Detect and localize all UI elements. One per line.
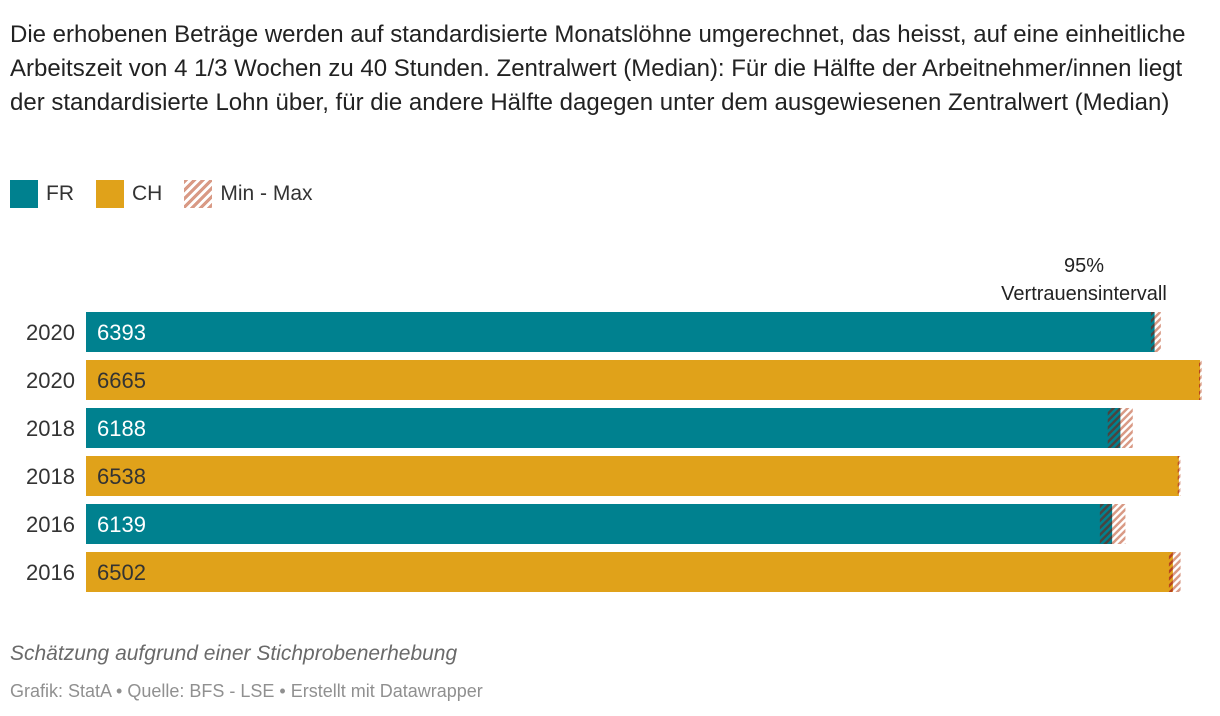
year-label-ch-2016: 2016 bbox=[26, 560, 75, 585]
bar-fr-2018 bbox=[86, 408, 1121, 448]
bar-fr-2016 bbox=[86, 504, 1113, 544]
value-label-fr-2020: 6393 bbox=[97, 320, 146, 345]
ci-lower-fr-2018 bbox=[1107, 408, 1121, 448]
year-label-ch-2020: 2020 bbox=[26, 368, 75, 393]
legend-swatch-fr bbox=[10, 180, 38, 208]
value-label-fr-2016: 6139 bbox=[97, 512, 146, 537]
value-label-ch-2016: 6502 bbox=[97, 560, 146, 585]
bar-ch-2020 bbox=[86, 360, 1201, 400]
legend-label-fr: FR bbox=[46, 182, 74, 205]
credit-text: Grafik: StatA bbox=[10, 681, 112, 701]
year-label-ch-2018: 2018 bbox=[26, 464, 75, 489]
value-label-ch-2018: 6538 bbox=[97, 464, 146, 489]
separator-2: • bbox=[274, 681, 291, 701]
legend-swatch-minmax bbox=[184, 180, 213, 208]
ci-annotation-line2: Vertrauensintervall bbox=[1001, 283, 1167, 305]
bar-ch-2018 bbox=[86, 456, 1179, 496]
legend: FR CH Min - Max bbox=[10, 178, 335, 210]
footnote: Schätzung aufgrund einer Stichprobenerhe… bbox=[10, 642, 458, 665]
ci-upper-fr-2016 bbox=[1112, 504, 1126, 544]
ci-lower-fr-2016 bbox=[1099, 504, 1113, 544]
legend-item-fr: FR bbox=[10, 180, 74, 208]
legend-item-ch: CH bbox=[96, 180, 162, 208]
source-line: Grafik: StatA • Quelle: BFS - LSE • Erst… bbox=[10, 681, 483, 702]
datawrapper-text: Erstellt mit Datawrapper bbox=[290, 681, 483, 701]
value-label-fr-2018: 6188 bbox=[97, 416, 146, 441]
ci-upper-ch-2020 bbox=[1200, 360, 1202, 400]
ci-upper-ch-2016 bbox=[1172, 552, 1181, 592]
year-label-fr-2016: 2016 bbox=[26, 512, 75, 537]
value-label-ch-2020: 6665 bbox=[97, 368, 146, 393]
legend-item-minmax: Min - Max bbox=[184, 180, 313, 208]
separator-1: • bbox=[111, 681, 128, 701]
chart-description: Die erhobenen Beträge werden auf standar… bbox=[10, 21, 1186, 116]
source-text: Quelle: BFS - LSE bbox=[127, 681, 275, 701]
year-label-fr-2018: 2018 bbox=[26, 416, 75, 441]
ci-annotation-line1: 95% bbox=[1064, 255, 1104, 277]
bar-chart: 95% Vertrauensintervall 2020 6393 2020 6665… bbox=[26, 255, 1202, 592]
ci-lower-ch-2018 bbox=[1177, 456, 1179, 496]
legend-swatch-ch bbox=[96, 180, 124, 208]
ci-upper-fr-2020 bbox=[1154, 312, 1161, 352]
legend-label-ch: CH bbox=[132, 182, 163, 205]
ci-upper-ch-2018 bbox=[1178, 456, 1181, 496]
ci-lower-ch-2020 bbox=[1198, 360, 1201, 400]
bar-fr-2020 bbox=[86, 312, 1155, 352]
ci-upper-fr-2018 bbox=[1120, 408, 1133, 448]
legend-label-minmax: Min - Max bbox=[220, 182, 313, 205]
ci-lower-ch-2016 bbox=[1168, 552, 1173, 592]
year-label-fr-2020: 2020 bbox=[26, 320, 75, 345]
bar-ch-2016 bbox=[86, 552, 1173, 592]
ci-lower-fr-2020 bbox=[1150, 312, 1155, 352]
